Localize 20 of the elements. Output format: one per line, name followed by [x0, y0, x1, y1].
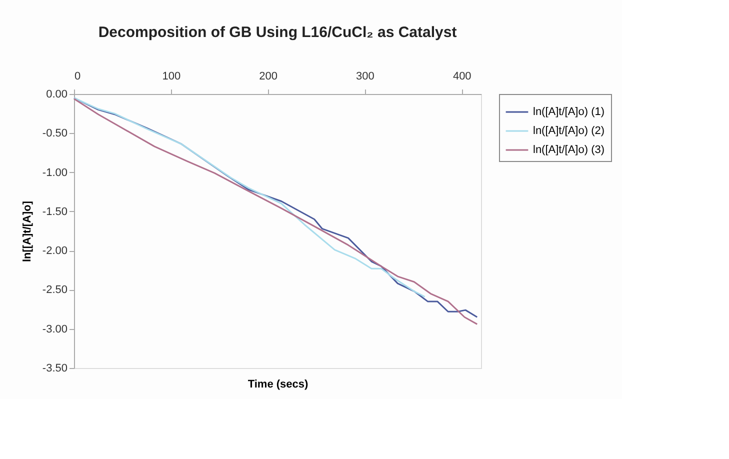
y-tick-label: -2.00 — [42, 245, 68, 258]
y-tick-label: -2.50 — [42, 284, 68, 296]
x-tick-label: 400 — [452, 70, 472, 82]
legend-label: ln([A]t/[A]o) (2) — [533, 125, 605, 137]
x-tick-label: 0 — [74, 70, 81, 82]
x-tick-label: 300 — [356, 70, 374, 82]
x-tick-label: 200 — [259, 70, 278, 82]
y-tick-label: 0.00 — [46, 88, 68, 100]
line-series — [73, 97, 426, 298]
x-tick-label: 100 — [162, 70, 181, 82]
y-tick-label: -3.50 — [42, 362, 68, 374]
y-axis-title: ln[[A]t/[A]o] — [21, 200, 34, 262]
chart-title: Decomposition of GB Using L16/CuCl₂ as Catalyst — [98, 24, 457, 41]
legend-label: ln([A]t/[A]o) (1) — [533, 106, 605, 118]
y-tick-label: -1.50 — [42, 206, 68, 218]
y-tick-label: -3.00 — [42, 323, 68, 336]
y-tick-label: -1.00 — [42, 166, 68, 179]
legend-label: ln([A]t/[A]o) (3) — [533, 144, 605, 156]
x-axis-title: Time (secs) — [248, 378, 308, 390]
y-tick-label: -0.50 — [42, 128, 68, 140]
